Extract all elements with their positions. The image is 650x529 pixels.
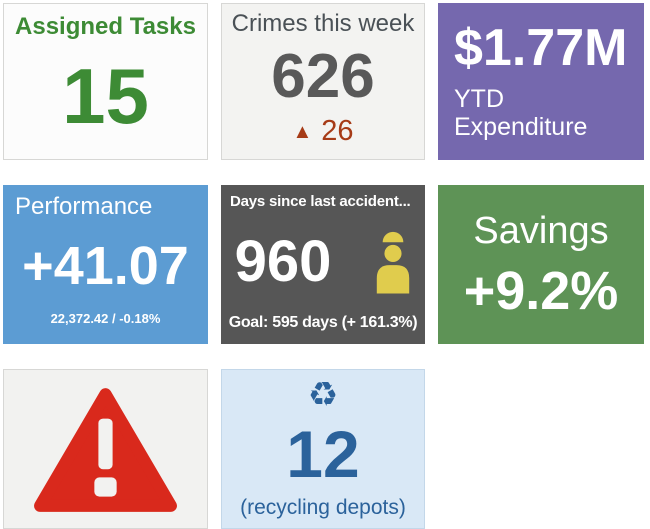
card-warning — [3, 369, 208, 529]
savings-value: +9.2% — [463, 261, 619, 322]
recycling-label: (recycling depots) — [240, 495, 406, 519]
performance-detail: 22,372.42 / -0.18% — [50, 311, 161, 326]
performance-value: +41.07 — [22, 236, 189, 297]
performance-title: Performance — [15, 193, 153, 220]
warning-triangle-icon — [34, 387, 177, 512]
card-performance: Performance +41.07 22,372.42 / -0.18% — [3, 185, 208, 344]
expenditure-label: YTD Expenditure — [454, 85, 588, 141]
card-ytd-expenditure: $1.77M YTD Expenditure — [438, 3, 644, 160]
recycling-value: 12 — [286, 416, 360, 491]
card-assigned-tasks: Assigned Tasks 15 — [3, 3, 208, 160]
card-recycling-depots: ♻ 12 (recycling depots) — [221, 369, 425, 529]
card-savings: Savings +9.2% — [438, 185, 644, 344]
crimes-title: Crimes this week — [231, 10, 415, 37]
accident-value: 960 — [234, 228, 332, 294]
card-crimes-this-week: Crimes this week 626 ▲ 26 — [221, 3, 425, 160]
accident-value-row: 960 — [221, 211, 425, 313]
crimes-value: 626 — [271, 42, 375, 112]
expenditure-value: $1.77M — [454, 19, 628, 77]
up-arrow-icon: ▲ — [292, 120, 313, 143]
savings-title: Savings — [473, 209, 609, 252]
accident-goal: Goal: 595 days (+ 161.3%) — [228, 313, 418, 331]
worker-person-icon — [377, 231, 410, 294]
crimes-delta-value: 26 — [321, 115, 354, 147]
assigned-tasks-value: 15 — [62, 51, 149, 140]
accident-title: Days since last accident... — [230, 193, 411, 210]
card-days-since-accident: Days since last accident... 960 Goal: 59… — [221, 185, 425, 344]
crimes-delta: ▲ 26 — [222, 117, 424, 146]
recycle-icon: ♻ — [307, 375, 339, 415]
empty-cell — [438, 369, 644, 529]
assigned-tasks-title: Assigned Tasks — [15, 13, 196, 40]
